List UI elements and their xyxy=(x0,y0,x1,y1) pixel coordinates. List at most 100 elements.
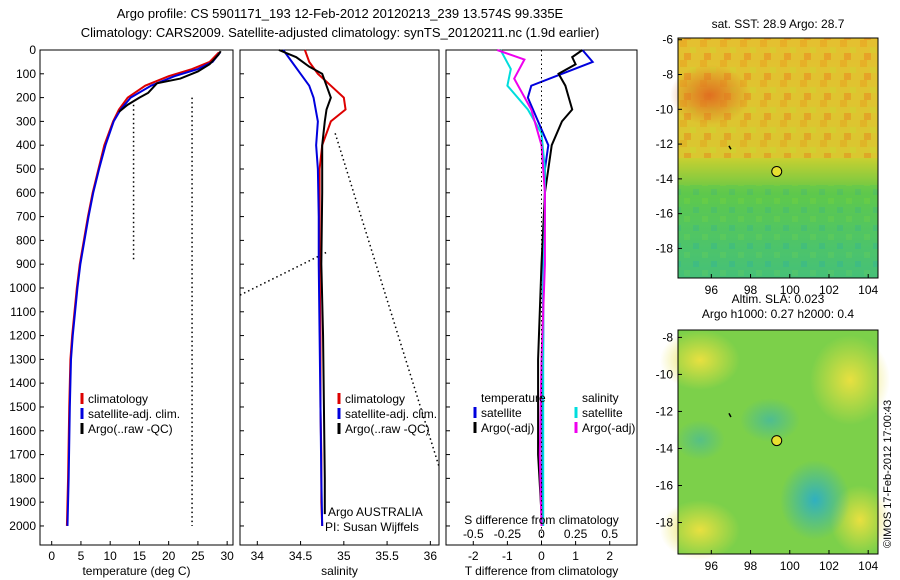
legend-sal-label: satellite-adj. clim. xyxy=(345,407,437,421)
imos-stamp: ©IMOS 17-Feb-2012 17:00:43 xyxy=(882,399,894,548)
sla-map-panel xyxy=(660,329,890,560)
x-axis-label: salinity xyxy=(321,564,358,578)
y-tick-label: 1000 xyxy=(9,281,36,295)
y-tick-label: 2000 xyxy=(9,519,36,533)
map-y-tick-label: -8 xyxy=(662,68,673,82)
sla-map-title: Altim. SLA: 0.023 xyxy=(732,292,825,306)
map-x-tick-label: 102 xyxy=(819,559,839,573)
figure-title-line2: Climatology: CARS2009. Satellite-adjuste… xyxy=(80,25,600,40)
figure-title-line1: Argo profile: CS 5901171_193 12-Feb-2012… xyxy=(116,6,564,21)
x-tick-label: 0 xyxy=(538,549,545,563)
map-y-tick-label: -14 xyxy=(656,441,674,455)
y-tick-label: 400 xyxy=(16,138,36,152)
top-x-tick-label: 0.25 xyxy=(564,527,588,541)
top-x-tick-label: -0.5 xyxy=(463,527,484,541)
x-tick-label: 35.5 xyxy=(375,549,399,563)
argo-position-marker xyxy=(771,435,783,447)
legend-diff-t-label: satellite xyxy=(481,406,522,420)
x-tick-label: -1 xyxy=(502,549,513,563)
top-x-tick-label: 0.5 xyxy=(601,527,618,541)
legend-temp-label: satellite-adj. clim. xyxy=(88,407,180,421)
y-tick-label: 200 xyxy=(16,91,36,105)
y-tick-label: 600 xyxy=(16,186,36,200)
series-line xyxy=(537,49,584,515)
y-tick-label: 1300 xyxy=(9,352,36,366)
series-line xyxy=(278,49,332,515)
legend-diff-s-label: satellite xyxy=(582,406,623,420)
x-tick-label: 10 xyxy=(104,549,118,563)
x-tick-label: 34 xyxy=(251,549,265,563)
temperature-profile-frame xyxy=(39,49,234,546)
y-tick-label: 1500 xyxy=(9,400,36,414)
x-tick-label: 0 xyxy=(48,549,55,563)
x-tick-label: 36 xyxy=(424,549,438,563)
map-x-tick-label: 98 xyxy=(744,283,758,297)
top-x-axis-label: S difference from climatology xyxy=(464,513,619,527)
y-tick-label: 100 xyxy=(16,67,36,81)
x-tick-label: -2 xyxy=(468,549,479,563)
legend-sal-label: climatology xyxy=(345,392,405,406)
map-x-tick-label: 100 xyxy=(780,559,800,573)
series-line xyxy=(496,49,546,526)
map-y-tick-label: -10 xyxy=(656,102,674,116)
map-x-tick-label: 96 xyxy=(705,283,719,297)
map-y-tick-label: -18 xyxy=(656,241,674,255)
series-line xyxy=(66,51,221,526)
sst-map-panel xyxy=(670,37,879,279)
x-axis-label: T difference from climatology xyxy=(465,564,619,578)
map-x-tick-label: 96 xyxy=(705,559,719,573)
map-y-tick-label: -6 xyxy=(662,33,673,47)
series-line xyxy=(499,49,546,526)
map-x-tick-label: 98 xyxy=(744,559,758,573)
legend-diff-s-label: salinity xyxy=(582,391,619,405)
y-tick-label: 0 xyxy=(29,43,36,57)
y-tick-label: 900 xyxy=(16,257,36,271)
y-tick-label: 1800 xyxy=(9,471,36,485)
legend-diff-t-label: temperature xyxy=(481,391,546,405)
y-tick-label: 1100 xyxy=(10,305,36,319)
annotation-float: Argo AUSTRALIA xyxy=(328,505,423,519)
salinity-profile-frame xyxy=(239,49,440,546)
map-x-tick-label: 100 xyxy=(780,283,800,297)
series-line xyxy=(282,49,324,526)
dotted-reference-line xyxy=(239,251,327,296)
map-x-tick-label: 104 xyxy=(858,283,878,297)
y-tick-label: 1700 xyxy=(9,448,36,462)
top-x-tick-label: -0.25 xyxy=(494,527,522,541)
x-tick-label: 30 xyxy=(220,549,234,563)
float-track xyxy=(728,145,732,150)
x-tick-label: 2 xyxy=(606,549,613,563)
y-tick-label: 1200 xyxy=(9,329,36,343)
x-axis-label: temperature (deg C) xyxy=(82,564,190,578)
map-y-tick-label: -14 xyxy=(656,172,674,186)
argo-position-marker xyxy=(771,165,783,177)
sla-map-subtitle: Argo h1000: 0.27 h2000: 0.4 xyxy=(702,307,854,321)
top-x-tick-label: 0 xyxy=(538,527,545,541)
annotation-pi: PI: Susan Wijffels xyxy=(325,520,419,534)
x-tick-label: 20 xyxy=(162,549,176,563)
map-y-tick-label: -8 xyxy=(662,330,673,344)
x-tick-label: 35 xyxy=(337,549,351,563)
legend-temp-label: climatology xyxy=(88,392,148,406)
x-tick-label: 1 xyxy=(572,549,579,563)
map-y-tick-label: -12 xyxy=(656,137,674,151)
map-y-tick-label: -10 xyxy=(656,367,674,381)
legend-diff-s-label: Argo(-adj) xyxy=(582,421,635,435)
y-tick-label: 1900 xyxy=(9,495,36,509)
x-tick-label: 5 xyxy=(78,549,85,563)
y-tick-label: 1600 xyxy=(9,424,36,438)
x-tick-label: 34.5 xyxy=(289,549,313,563)
x-tick-label: 15 xyxy=(133,549,147,563)
legend-sal-label: Argo(..raw -QC) xyxy=(345,422,430,436)
legend-diff-t-label: Argo(-adj) xyxy=(481,421,534,435)
map-y-tick-label: -16 xyxy=(656,207,674,221)
y-tick-label: 500 xyxy=(16,162,36,176)
y-tick-label: 800 xyxy=(16,233,36,247)
x-tick-label: 25 xyxy=(191,549,205,563)
sst-map-title: sat. SST: 28.9 Argo: 28.7 xyxy=(712,17,845,31)
legend-temp-label: Argo(..raw -QC) xyxy=(88,422,173,436)
y-tick-label: 300 xyxy=(16,114,36,128)
y-tick-label: 700 xyxy=(16,210,36,224)
series-line xyxy=(118,50,222,113)
map-x-tick-label: 102 xyxy=(819,283,839,297)
